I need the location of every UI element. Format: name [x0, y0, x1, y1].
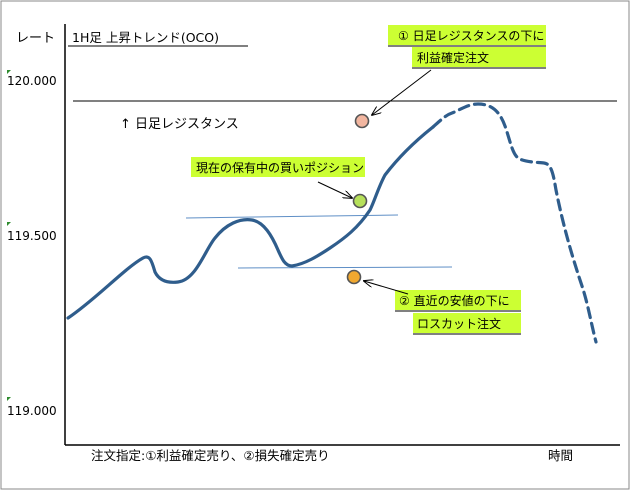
take-profit-callout-box: [412, 47, 546, 67]
current-position-marker: [352, 193, 368, 209]
stop-loss-callout-line2: ロスカット注文: [417, 316, 501, 331]
take-profit-marker: [354, 113, 370, 129]
x-axis-title: 時間: [548, 448, 573, 463]
price-line: [66, 125, 435, 320]
entry-reference-line: [185, 214, 399, 219]
projected-price-line: [431, 102, 598, 344]
stop-loss-arrow: [364, 281, 409, 295]
y-tick-label: 119.000: [7, 404, 57, 418]
stop-loss-callout-box: [413, 313, 521, 333]
take-profit-callout-box: [388, 25, 546, 45]
take-profit-callout-line1: ① 日足レジスタンスの下に: [398, 29, 544, 43]
take-profit-callout-line2: 利益確定注文: [417, 50, 489, 65]
stop-loss-marker: [346, 269, 362, 285]
tick-marker: [7, 222, 11, 226]
chart-title: 1H足 上昇トレンド(OCO): [72, 30, 219, 45]
y-tick-label: 120.000: [7, 74, 57, 88]
stop-loss-callout-line1: ② 直近の安値の下に: [399, 293, 510, 308]
order-note: 注文指定:①利益確定売り、②損失確定売り: [91, 448, 330, 463]
current-position-callout: 現在の保有中の買いポジション: [196, 160, 364, 175]
stop-loss-callout-box: [395, 290, 521, 310]
take-profit-arrow: [372, 69, 432, 115]
current-position-arrow: [317, 181, 352, 198]
current-position-callout-box: [191, 157, 365, 177]
tick-marker: [7, 70, 11, 74]
y-tick-label: 119.500: [7, 229, 57, 243]
recent-low-line: [237, 266, 453, 269]
resistance-label: ↑ 日足レジスタンス: [120, 117, 239, 132]
rate-axis-title: レート: [16, 31, 55, 46]
tick-marker: [7, 397, 11, 401]
